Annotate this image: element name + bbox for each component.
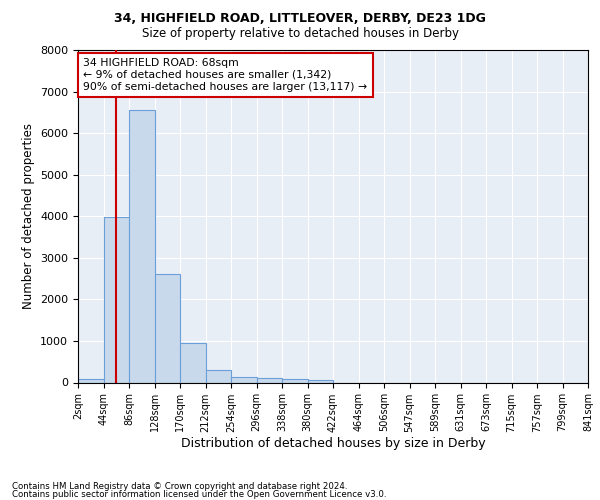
Bar — [104, 218, 129, 382]
Bar — [308, 380, 333, 382]
Bar — [180, 343, 205, 382]
Text: Size of property relative to detached houses in Derby: Size of property relative to detached ho… — [142, 28, 458, 40]
Bar — [257, 378, 282, 382]
Text: 34 HIGHFIELD ROAD: 68sqm
← 9% of detached houses are smaller (1,342)
90% of semi: 34 HIGHFIELD ROAD: 68sqm ← 9% of detache… — [83, 58, 367, 92]
Text: Contains HM Land Registry data © Crown copyright and database right 2024.: Contains HM Land Registry data © Crown c… — [12, 482, 347, 491]
Text: Contains public sector information licensed under the Open Government Licence v3: Contains public sector information licen… — [12, 490, 386, 499]
X-axis label: Distribution of detached houses by size in Derby: Distribution of detached houses by size … — [181, 438, 485, 450]
Bar — [282, 379, 308, 382]
Y-axis label: Number of detached properties: Number of detached properties — [22, 123, 35, 309]
Bar — [205, 370, 231, 382]
Bar — [78, 380, 104, 382]
Bar — [231, 377, 257, 382]
Bar — [155, 274, 180, 382]
Bar — [129, 110, 155, 382]
Text: 34, HIGHFIELD ROAD, LITTLEOVER, DERBY, DE23 1DG: 34, HIGHFIELD ROAD, LITTLEOVER, DERBY, D… — [114, 12, 486, 26]
